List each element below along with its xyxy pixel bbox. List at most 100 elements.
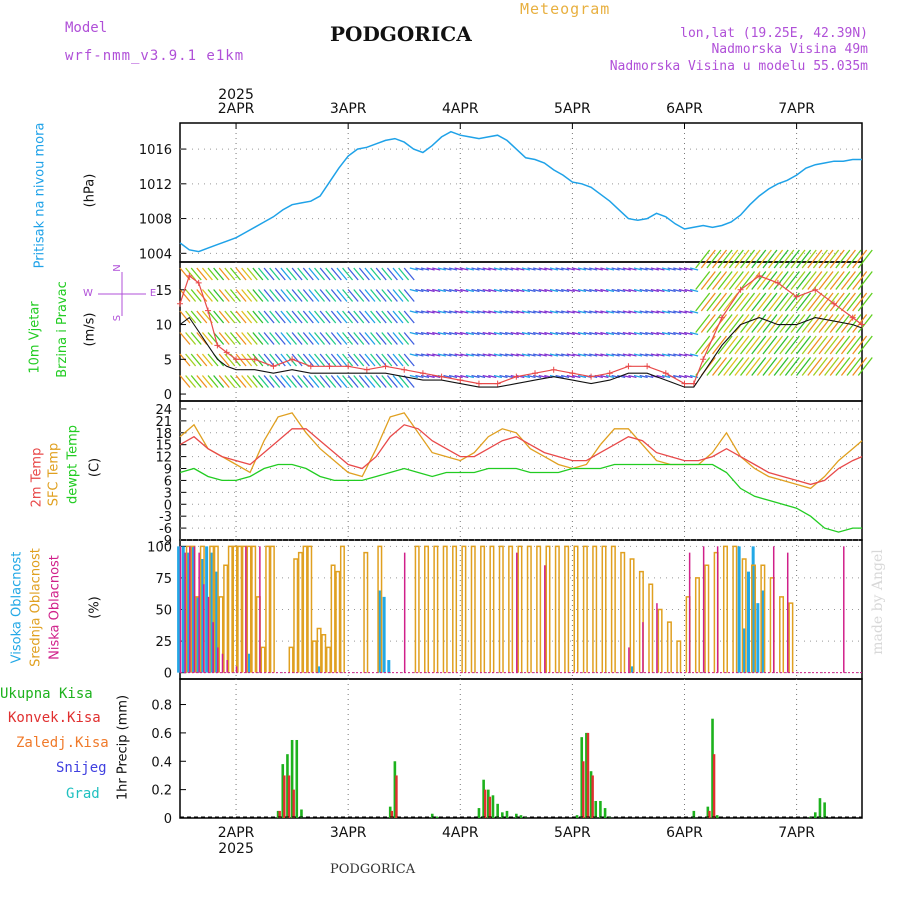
wind-arrow — [846, 271, 862, 290]
wind-arrow — [762, 357, 778, 376]
wind-arrow — [555, 310, 564, 314]
wind-arrow — [364, 267, 376, 281]
ytick-label: 1012 — [139, 178, 172, 193]
wind-arrow — [740, 335, 756, 355]
wind-arrow — [392, 332, 404, 345]
wind-arrow — [561, 374, 570, 379]
wind-arrow — [532, 267, 542, 271]
wind-arrow — [308, 375, 320, 388]
wind-arrow — [241, 310, 253, 324]
wind-arrow — [207, 289, 219, 302]
wind-arrow — [661, 288, 671, 293]
wind-arrow — [257, 310, 269, 324]
wind-arrow — [549, 353, 559, 357]
wind-arrow — [482, 353, 491, 357]
wind-arrow — [812, 271, 828, 290]
wind-arrow — [521, 267, 531, 271]
wind-arrow — [779, 314, 795, 333]
wind-gust-marker — [606, 370, 613, 377]
wind-arrow — [246, 353, 258, 367]
wind-arrow — [504, 267, 514, 271]
wind-arrow — [852, 249, 868, 269]
wind-arrow — [723, 292, 739, 312]
top-axis-label: 5APR — [554, 101, 591, 117]
wind-arrow — [493, 310, 503, 314]
wind-arrow — [734, 249, 750, 269]
wind-gust-marker — [419, 370, 426, 377]
wind-arrow — [561, 331, 570, 336]
wind-arrow — [218, 289, 230, 302]
wind-arrow — [224, 289, 236, 302]
wind-arrow — [723, 357, 739, 376]
wind-arrow — [504, 374, 514, 379]
wind-arrow — [835, 271, 851, 290]
wind-arrow — [392, 310, 404, 324]
wind-arrow — [398, 332, 410, 345]
wind-arrow — [706, 335, 722, 355]
wind-arrow — [790, 271, 806, 290]
wind-arrow — [829, 314, 845, 333]
ytick-label: 18 — [155, 427, 172, 442]
ytick-label: 75 — [155, 572, 172, 587]
wind-arrow — [398, 267, 410, 281]
cloud-mid-bar — [246, 545, 252, 673]
wind-arrow — [263, 267, 275, 281]
wind-arrow — [667, 310, 676, 314]
wind-arrow — [403, 310, 415, 324]
wind-arrow — [280, 375, 292, 388]
cloud-mid-bar — [269, 545, 275, 673]
wind-gust-marker — [289, 356, 296, 363]
wind-arrow — [689, 310, 699, 314]
wind-arrow — [717, 271, 733, 290]
wind-arrow — [336, 310, 348, 324]
wind-arrow — [454, 288, 463, 293]
ytick-label: -3 — [159, 510, 172, 525]
wind-arrow — [667, 288, 676, 293]
wind-arrow — [835, 314, 851, 333]
wind-arrow — [728, 292, 744, 312]
wind-arrow — [695, 249, 711, 269]
wind-arrow — [454, 331, 463, 336]
precip-total-bar — [487, 789, 490, 818]
legend-freezing-rain: Zaledj.Kisa — [16, 735, 109, 751]
wind-arrow — [196, 289, 208, 302]
wind-arrow — [561, 288, 570, 293]
cloud-mid-bar — [564, 545, 570, 673]
cloud-mid-bar — [302, 545, 308, 673]
wind-arrow — [302, 353, 314, 367]
top-axis-label: 2APR — [218, 101, 255, 117]
wind-arrow — [252, 332, 264, 345]
wind-arrow — [605, 288, 615, 293]
wind-arrow — [728, 357, 744, 376]
wind-arrow — [796, 292, 812, 312]
wind-gust-marker — [644, 363, 651, 370]
wind-arrow — [622, 374, 631, 379]
wind-arrow — [235, 332, 247, 345]
wind-arrow — [840, 271, 856, 290]
wind-arrow — [190, 267, 202, 281]
wind-arrow — [829, 335, 845, 355]
wind-arrow — [488, 310, 497, 314]
wind-arrow — [566, 288, 575, 293]
wind-arrow — [633, 331, 643, 336]
wind-arrow — [723, 314, 739, 333]
ytick-label: 50 — [155, 604, 172, 619]
wind-arrow — [432, 288, 441, 293]
wind-arrow — [510, 331, 519, 336]
wind-arrow — [409, 353, 418, 357]
wind-arrow — [751, 249, 767, 269]
wind-arrow — [605, 267, 615, 271]
wind-arrow — [347, 267, 359, 281]
compass-w: W — [83, 288, 93, 299]
wind-arrow — [302, 289, 314, 302]
wind-arrow — [611, 267, 620, 271]
wind-arrow — [561, 353, 570, 357]
wind-arrow — [314, 267, 326, 281]
sfc-temp-line — [179, 412, 863, 490]
wind-arrow — [386, 289, 398, 302]
wind-arrow — [381, 332, 393, 345]
model-altitude-label: Nadmorska Visina u modelu 55.035m — [609, 59, 868, 74]
wind-arrow — [274, 289, 286, 302]
wind-arrow — [756, 292, 772, 312]
cloud-mid-bar — [694, 577, 700, 673]
